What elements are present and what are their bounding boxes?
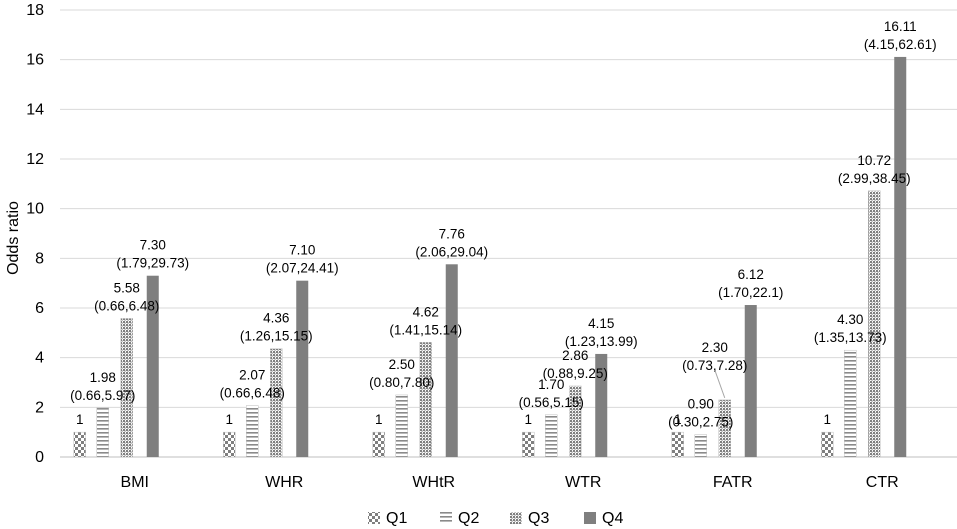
legend-label-q2: Q2 <box>458 510 479 527</box>
data-label: 7.10 <box>289 243 315 258</box>
bar-q2-wtr <box>545 414 558 458</box>
data-label: (2.07,24.41) <box>266 261 339 276</box>
data-label: 6.12 <box>738 267 764 282</box>
gridlines <box>60 9 957 458</box>
data-label: (0.66,5.97) <box>70 388 135 403</box>
bar-q3-ctr <box>868 190 881 458</box>
data-label: 2.50 <box>389 357 415 372</box>
y-axis-title: Odds ratio <box>5 201 22 275</box>
bar-q1-ctr <box>821 431 834 458</box>
data-label: (2.06,29.04) <box>415 244 488 259</box>
bar-q2-whr <box>246 405 259 458</box>
data-label: 7.76 <box>439 226 465 241</box>
x-tick-label: CTR <box>866 474 899 491</box>
data-label: (0.73,7.28) <box>682 358 747 373</box>
data-label: (2.99,38.45) <box>838 171 911 186</box>
x-tick-label: WTR <box>565 474 601 491</box>
data-label: (1.26,15.15) <box>240 329 313 344</box>
legend: Q1 Q2 Q3 Q4 <box>368 510 623 527</box>
data-label: (0.30,2.75) <box>668 415 733 430</box>
bar-q3-fatr <box>718 399 731 458</box>
legend-swatch-q1 <box>368 512 380 524</box>
data-label: (1.23,13.99) <box>565 334 638 349</box>
bar-q1-fatr <box>671 431 684 458</box>
bar-q1-whtr <box>372 431 385 458</box>
x-tick-label: BMI <box>121 474 149 491</box>
data-label: (0.88,9.25) <box>543 366 608 381</box>
data-label: (0.66,6.48) <box>94 298 159 313</box>
bars <box>73 56 907 458</box>
data-label: 5.58 <box>114 280 140 295</box>
y-tick-label: 6 <box>35 300 44 317</box>
x-tick-label: WHR <box>265 474 303 491</box>
y-tick-label: 12 <box>26 151 44 168</box>
legend-swatch-q3 <box>510 512 522 524</box>
y-tick-label: 16 <box>26 52 44 69</box>
y-tick-label: 18 <box>26 2 44 19</box>
data-label: 1.98 <box>90 370 116 385</box>
data-label: (1.70,22.1) <box>718 285 783 300</box>
data-label: (4.15,62.61) <box>864 37 937 52</box>
x-tick-label: FATR <box>713 474 753 491</box>
data-label: 4.15 <box>588 316 614 331</box>
bar-q4-ctr <box>894 56 907 458</box>
data-label: 4.62 <box>413 304 439 319</box>
legend-label-q4: Q4 <box>602 510 623 527</box>
bar-q3-bmi <box>120 318 133 458</box>
y-tick-label: 10 <box>26 201 44 218</box>
data-label: 16.11 <box>884 19 917 34</box>
data-label: (1.35,13.73) <box>814 330 887 345</box>
bar-q2-whtr <box>395 394 408 458</box>
legend-label-q3: Q3 <box>528 510 549 527</box>
data-labels: 1 1.98 (0.66,5.97) 5.58 (0.66,6.48) 7.30 (1.79… <box>70 19 937 430</box>
bar-q4-fatr <box>744 305 757 457</box>
data-label: 2.86 <box>562 348 588 363</box>
bar-q4-bmi <box>146 275 159 457</box>
bar-q2-bmi <box>96 407 109 458</box>
y-tick-label: 2 <box>35 399 44 416</box>
data-label: (1.79,29.73) <box>116 256 189 271</box>
y-tick-label: 0 <box>35 449 44 466</box>
category-labels: BMI WHR WHtR WTR FATR CTR <box>121 474 899 491</box>
leader-line <box>714 369 726 399</box>
data-label: 1 <box>76 412 84 427</box>
data-label: 1 <box>225 412 233 427</box>
bar-q3-whr <box>270 348 283 458</box>
data-label: 1 <box>674 412 682 427</box>
y-tick-label: 8 <box>35 250 44 267</box>
bar-q3-wtr <box>569 385 582 458</box>
y-axis-ticks: 0 2 4 6 8 10 12 14 16 18 <box>26 2 44 466</box>
bar-q4-whr <box>296 280 309 457</box>
data-label: 7.30 <box>140 238 166 253</box>
data-label: 1 <box>375 412 383 427</box>
bar-q2-ctr <box>844 349 857 458</box>
data-label: (0.80,7.80) <box>369 375 434 390</box>
data-label: 4.36 <box>263 311 289 326</box>
bar-q1-bmi <box>73 431 86 458</box>
bar-q2-fatr <box>694 434 707 458</box>
legend-swatch-q4 <box>584 512 596 524</box>
data-label: (1.41,15.14) <box>389 322 462 337</box>
x-tick-label: WHtR <box>412 474 455 491</box>
data-label: 1 <box>823 412 831 427</box>
bar-q4-wtr <box>595 353 608 457</box>
data-label: (0.66,6.48) <box>220 386 285 401</box>
legend-swatch-q2 <box>440 512 452 524</box>
legend-label-q1: Q1 <box>386 510 407 527</box>
bar-q1-whr <box>223 431 236 458</box>
bar-q3-whtr <box>419 342 432 458</box>
data-label: 2.07 <box>239 368 265 383</box>
data-label: 1.70 <box>538 377 564 392</box>
y-tick-label: 14 <box>26 101 44 118</box>
data-label: 2.30 <box>702 340 728 355</box>
bar-q4-whtr <box>445 264 458 457</box>
data-label: (0.56,5.15) <box>519 395 584 410</box>
data-label: 1 <box>524 412 532 427</box>
data-label: 0.90 <box>688 397 714 412</box>
data-label: 4.30 <box>837 312 863 327</box>
bar-q1-wtr <box>522 431 535 458</box>
y-tick-label: 4 <box>35 350 44 367</box>
data-label: 10.72 <box>857 153 891 168</box>
